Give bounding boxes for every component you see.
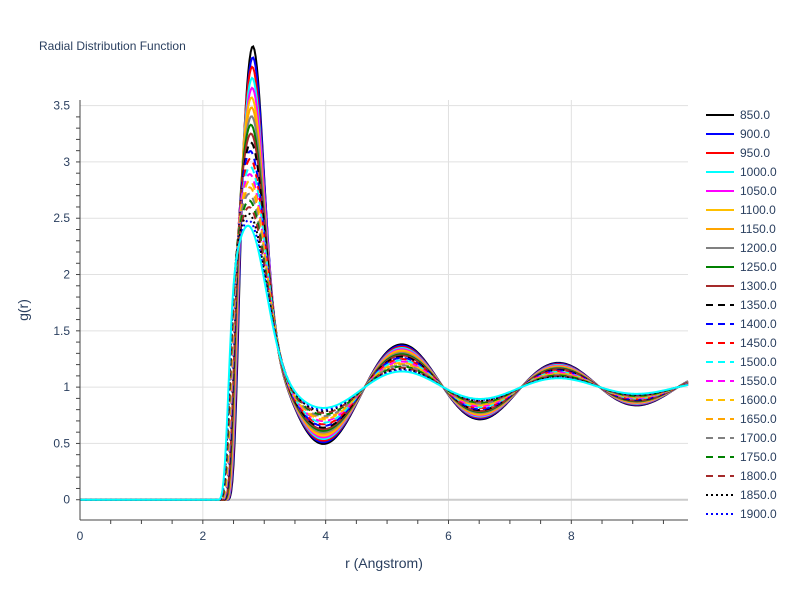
legend-label: 1000.0 [740, 165, 777, 179]
series-line-1650.0 [80, 186, 689, 501]
legend-label: 1700.0 [740, 431, 777, 445]
series-line-1450.0 [80, 157, 689, 501]
y-tick-label: 3 [63, 155, 70, 169]
series-line-1400.0 [80, 150, 689, 501]
legend-label: 850.0 [740, 108, 770, 122]
x-tick-label: 8 [568, 529, 575, 543]
series-line-1500.0 [80, 165, 689, 501]
legend-label: 1050.0 [740, 184, 777, 198]
legend-label: 1550.0 [740, 374, 777, 388]
legend-label: 1400.0 [740, 317, 777, 331]
series-line-1200.0 [80, 115, 689, 501]
legend-label: 1900.0 [740, 507, 777, 521]
chart-title: Radial Distribution Function [39, 39, 186, 53]
series-line-950.0 [80, 65, 689, 501]
series-line-1350.0 [80, 141, 689, 501]
legend-label: 1750.0 [740, 450, 777, 464]
y-tick-label: 1 [63, 380, 70, 394]
series-line-1550.0 [80, 172, 689, 501]
legend-label: 1500.0 [740, 355, 777, 369]
series-line-850.0 [80, 45, 689, 501]
legend-label: 1600.0 [740, 393, 777, 407]
x-axis-label: r (Angstrom) [345, 555, 423, 571]
series-line-1800.0 [80, 206, 689, 501]
legend-label: 1350.0 [740, 298, 777, 312]
series-line-900.0 [80, 56, 689, 501]
legend-label: 1650.0 [740, 412, 777, 426]
legend-label: 1800.0 [740, 469, 777, 483]
x-tick-label: 4 [322, 529, 329, 543]
y-axis-label: g(r) [15, 299, 31, 321]
y-tick-label: 3.5 [53, 99, 70, 113]
legend-label: 1450.0 [740, 336, 777, 350]
x-tick-label: 6 [445, 529, 452, 543]
series-line-1750.0 [80, 199, 689, 501]
series-line-1100.0 [80, 96, 689, 501]
y-tick-label: 1.5 [53, 324, 70, 338]
series-line-1700.0 [80, 192, 689, 501]
x-tick-label: 2 [199, 529, 206, 543]
legend-label: 1150.0 [740, 222, 776, 236]
legend-label: 1200.0 [740, 241, 777, 255]
series-line-1600.0 [80, 179, 689, 501]
legend-label: 1850.0 [740, 488, 777, 502]
y-tick-label: 2 [63, 268, 70, 282]
legend-label: 1100.0 [740, 203, 776, 217]
legend-label: 1300.0 [740, 279, 777, 293]
series-line-1300.0 [80, 132, 689, 501]
legend-label: 900.0 [740, 127, 770, 141]
x-tick-label: 0 [77, 529, 84, 543]
legend-label: 950.0 [740, 146, 770, 160]
y-tick-label: 0.5 [53, 436, 70, 450]
series-line-1000.0 [80, 76, 689, 501]
y-tick-label: 0 [63, 493, 70, 507]
legend: 850.0 900.0 950.0 1000.0 1050.0 1100.0 1150.0 1… [706, 108, 777, 521]
legend-label: 1250.0 [740, 260, 777, 274]
y-tick-label: 2.5 [53, 211, 70, 225]
series-line-1150.0 [80, 106, 689, 501]
series-line-1050.0 [80, 86, 689, 501]
series-line-1950.0 [80, 224, 689, 501]
